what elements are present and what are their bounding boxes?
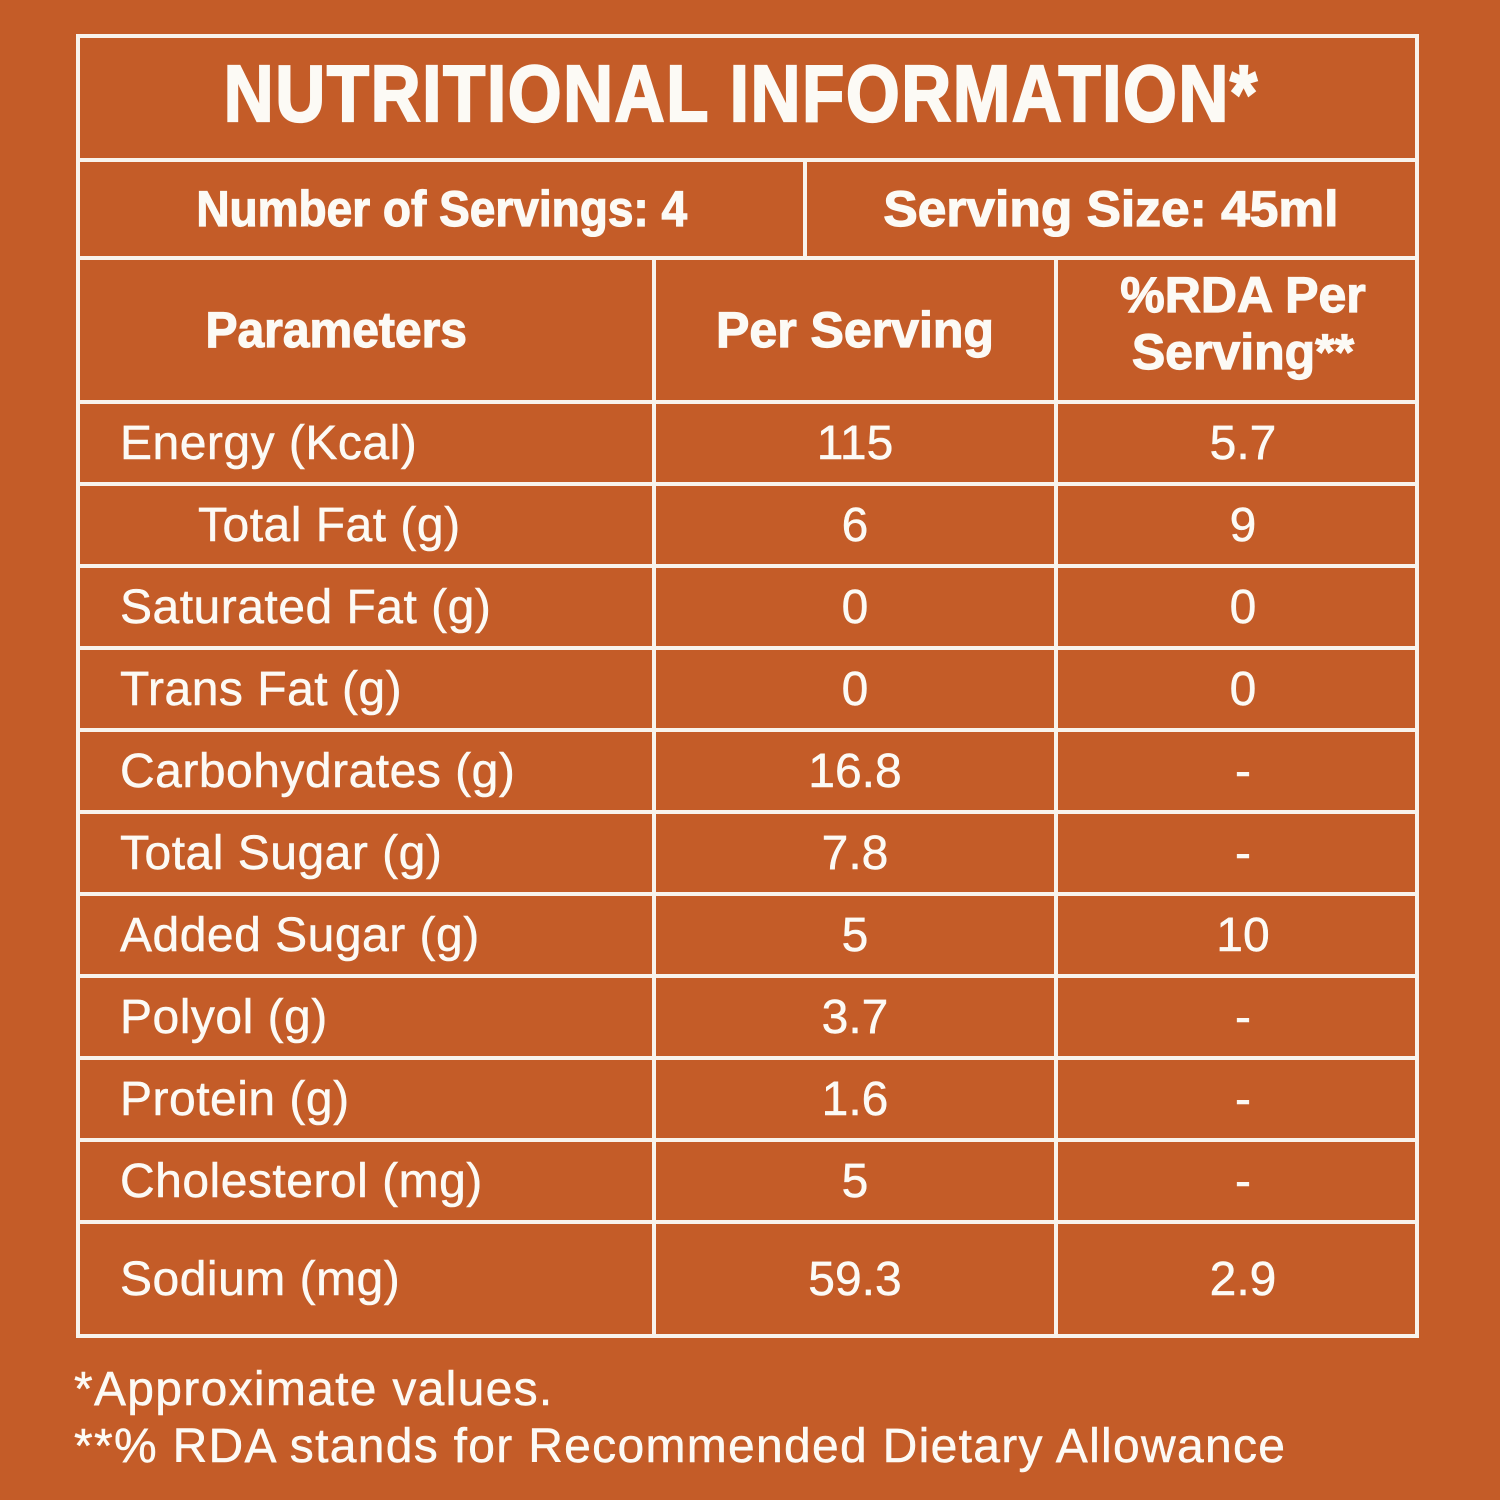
- serving-size-cell: Serving Size: 45ml: [807, 162, 1415, 256]
- row-rda-cell: 5.7: [1058, 404, 1415, 482]
- row-per-serving-cell: 1.6: [656, 1060, 1058, 1138]
- serving-size: Serving Size: 45ml: [883, 180, 1339, 237]
- row-label-cell: Saturated Fat (g): [80, 568, 656, 646]
- row-per-serving-value: 5: [841, 1154, 869, 1208]
- row-rda-value: -: [1235, 1072, 1251, 1126]
- row-label: Total Sugar (g): [120, 826, 443, 880]
- row-rda-cell: -: [1058, 1142, 1415, 1220]
- parameters-header-cell: Parameters: [80, 260, 656, 400]
- table-row-protein: Protein (g) 1.6 -: [80, 1060, 1415, 1142]
- table-row-total-fat: Total Fat (g) 6 9: [80, 486, 1415, 568]
- row-per-serving-value: 3.7: [821, 990, 889, 1044]
- table-row-carbohydrates: Carbohydrates (g) 16.8 -: [80, 732, 1415, 814]
- table-row-energy: Energy (Kcal) 115 5.7: [80, 404, 1415, 486]
- row-label: Polyol (g): [120, 990, 328, 1044]
- rda-header-cell: %RDA Per Serving**: [1058, 260, 1415, 400]
- row-rda-value: 10: [1216, 908, 1270, 962]
- row-label-cell: Sodium (mg): [80, 1224, 656, 1334]
- per-serving-header-cell: Per Serving: [656, 260, 1058, 400]
- row-per-serving-value: 59.3: [808, 1252, 902, 1306]
- servings-row: Number of Servings: 4 Serving Size: 45ml: [80, 162, 1415, 260]
- table-row-total-sugar: Total Sugar (g) 7.8 -: [80, 814, 1415, 896]
- page-title: NUTRITIONAL INFORMATION*: [223, 48, 1259, 139]
- row-rda-cell: 2.9: [1058, 1224, 1415, 1334]
- row-per-serving-cell: 0: [656, 568, 1058, 646]
- row-per-serving-cell: 5: [656, 1142, 1058, 1220]
- row-per-serving-value: 0: [841, 662, 869, 716]
- rda-header: %RDA Per Serving**: [1120, 266, 1367, 380]
- row-per-serving-value: 5: [841, 908, 869, 962]
- row-per-serving-cell: 6: [656, 486, 1058, 564]
- number-of-servings: Number of Servings: 4: [196, 180, 688, 237]
- row-per-serving-cell: 7.8: [656, 814, 1058, 892]
- row-per-serving-value: 0: [841, 580, 869, 634]
- table-row-added-sugar: Added Sugar (g) 5 10: [80, 896, 1415, 978]
- row-label-cell: Energy (Kcal): [80, 404, 656, 482]
- row-per-serving-cell: 3.7: [656, 978, 1058, 1056]
- row-per-serving-cell: 16.8: [656, 732, 1058, 810]
- row-rda-value: 5.7: [1209, 416, 1277, 470]
- header-row: Parameters Per Serving %RDA Per Serving*…: [80, 260, 1415, 404]
- row-rda-value: 2.9: [1209, 1252, 1277, 1306]
- number-of-servings-cell: Number of Servings: 4: [80, 162, 807, 256]
- row-rda-cell: -: [1058, 732, 1415, 810]
- row-per-serving-value: 1.6: [821, 1072, 889, 1126]
- row-rda-value: -: [1235, 1154, 1251, 1208]
- row-per-serving-value: 7.8: [821, 826, 889, 880]
- table-row-saturated-fat: Saturated Fat (g) 0 0: [80, 568, 1415, 650]
- row-label: Saturated Fat (g): [120, 580, 492, 634]
- row-label: Carbohydrates (g): [120, 744, 516, 798]
- row-label-cell: Trans Fat (g): [80, 650, 656, 728]
- footnote-approximate: *Approximate values.: [74, 1363, 554, 1417]
- nutrition-table: NUTRITIONAL INFORMATION* Number of Servi…: [76, 34, 1419, 1338]
- row-rda-value: 9: [1229, 498, 1257, 552]
- row-rda-value: 0: [1229, 580, 1257, 634]
- row-rda-cell: -: [1058, 814, 1415, 892]
- per-serving-header: Per Serving: [715, 301, 994, 358]
- row-rda-cell: 9: [1058, 486, 1415, 564]
- row-rda-cell: 0: [1058, 650, 1415, 728]
- row-per-serving-cell: 59.3: [656, 1224, 1058, 1334]
- row-label-cell: Carbohydrates (g): [80, 732, 656, 810]
- row-label: Cholesterol (mg): [120, 1154, 483, 1208]
- row-label-cell: Total Sugar (g): [80, 814, 656, 892]
- row-rda-cell: 10: [1058, 896, 1415, 974]
- row-rda-cell: -: [1058, 978, 1415, 1056]
- row-per-serving-cell: 0: [656, 650, 1058, 728]
- row-rda-cell: 0: [1058, 568, 1415, 646]
- row-label-cell: Total Fat (g): [80, 486, 656, 564]
- row-label: Trans Fat (g): [120, 662, 403, 716]
- row-per-serving-cell: 115: [656, 404, 1058, 482]
- row-per-serving-value: 16.8: [808, 744, 902, 798]
- row-label-cell: Protein (g): [80, 1060, 656, 1138]
- title-cell: NUTRITIONAL INFORMATION*: [80, 38, 1415, 158]
- row-label: Total Fat (g): [198, 498, 461, 552]
- footnotes: *Approximate values. **% RDA stands for …: [74, 1361, 1286, 1475]
- row-per-serving-value: 115: [816, 416, 894, 470]
- row-label-cell: Cholesterol (mg): [80, 1142, 656, 1220]
- table-row-sodium: Sodium (mg) 59.3 2.9: [80, 1224, 1415, 1334]
- table-row-cholesterol: Cholesterol (mg) 5 -: [80, 1142, 1415, 1224]
- row-rda-cell: -: [1058, 1060, 1415, 1138]
- row-rda-value: -: [1235, 826, 1251, 880]
- row-rda-value: 0: [1229, 662, 1257, 716]
- row-label: Energy (Kcal): [120, 416, 418, 470]
- footnote-rda-definition: **% RDA stands for Recommended Dietary A…: [74, 1420, 1287, 1474]
- table-row-trans-fat: Trans Fat (g) 0 0: [80, 650, 1415, 732]
- row-rda-value: -: [1235, 744, 1251, 798]
- parameters-header: Parameters: [205, 301, 468, 358]
- row-label: Sodium (mg): [120, 1252, 401, 1306]
- row-label-cell: Added Sugar (g): [80, 896, 656, 974]
- row-rda-value: -: [1235, 990, 1251, 1044]
- row-per-serving-cell: 5: [656, 896, 1058, 974]
- title-row: NUTRITIONAL INFORMATION*: [80, 38, 1415, 162]
- row-per-serving-value: 6: [841, 498, 869, 552]
- row-label: Protein (g): [120, 1072, 350, 1126]
- row-label-cell: Polyol (g): [80, 978, 656, 1056]
- table-row-polyol: Polyol (g) 3.7 -: [80, 978, 1415, 1060]
- row-label: Added Sugar (g): [120, 908, 480, 962]
